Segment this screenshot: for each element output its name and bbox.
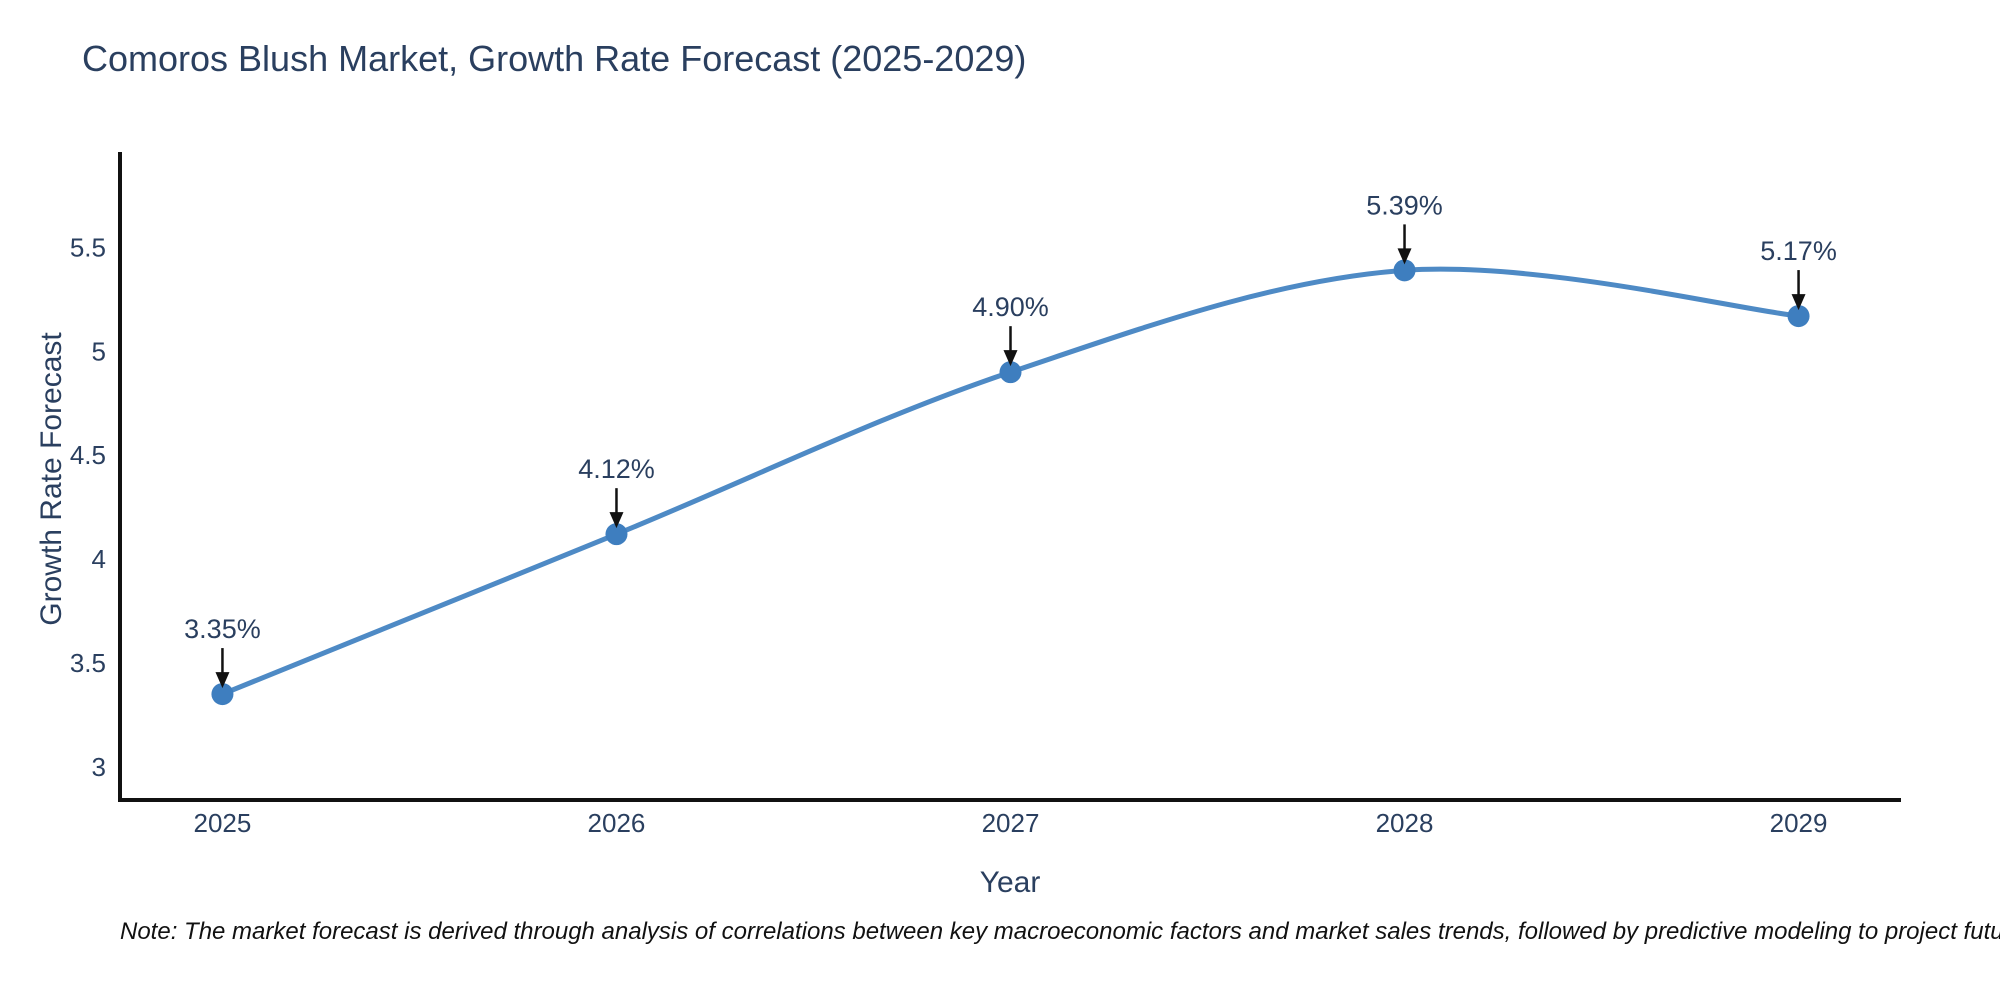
x-axis-title: Year [979, 866, 1041, 899]
x-tick-label: 2027 [982, 808, 1040, 838]
x-tick-label: 2028 [1376, 808, 1434, 838]
x-tick-label: 2025 [194, 808, 252, 838]
data-point-marker [605, 523, 628, 546]
y-tick-label: 4 [92, 544, 106, 574]
data-point-value-label: 4.90% [972, 292, 1049, 322]
x-tick-label: 2026 [588, 808, 646, 838]
annotation-arrow-head [1791, 294, 1806, 311]
data-point-value-label: 3.35% [184, 614, 261, 644]
data-point-marker [1393, 259, 1416, 282]
annotation-arrow-head [215, 672, 230, 689]
annotation-arrow-head [609, 512, 624, 529]
data-point-value-label: 4.12% [578, 454, 655, 484]
y-tick-label: 4.5 [70, 440, 106, 470]
y-tick-label: 5 [92, 336, 106, 366]
y-tick-label: 5.5 [70, 233, 106, 263]
data-point-marker [1787, 305, 1810, 328]
chart-title: Comoros Blush Market, Growth Rate Foreca… [82, 38, 1027, 79]
annotation-arrow-head [1397, 248, 1412, 265]
annotation-arrow-head [1003, 350, 1018, 367]
data-point-marker [999, 361, 1022, 384]
data-point-value-label: 5.17% [1760, 236, 1837, 266]
footnote: Note: The market forecast is derived thr… [120, 918, 2000, 945]
data-point-marker [211, 683, 234, 706]
y-tick-label: 3 [92, 752, 106, 782]
x-tick-label: 2029 [1770, 808, 1828, 838]
y-tick-label: 3.5 [70, 648, 106, 678]
data-point-value-label: 5.39% [1366, 190, 1443, 220]
